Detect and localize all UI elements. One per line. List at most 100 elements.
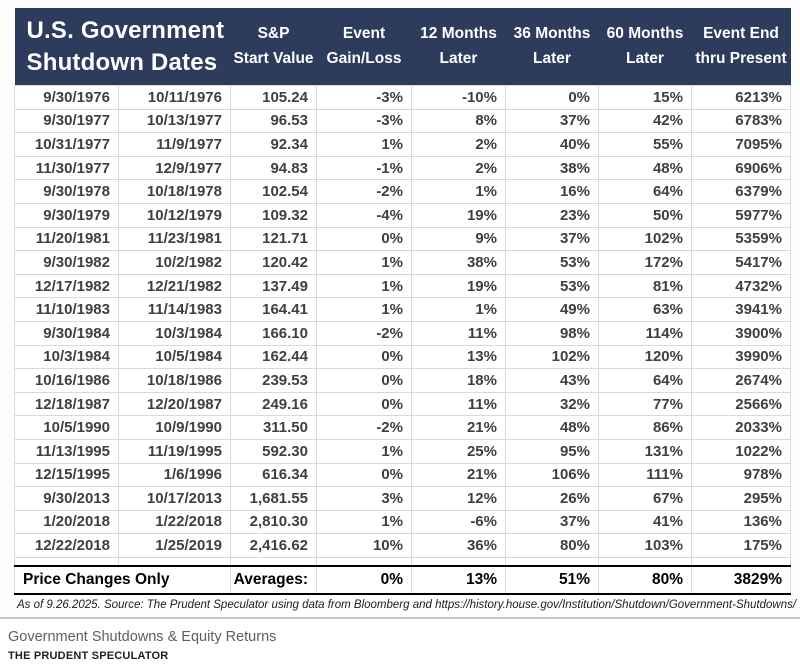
column-header-line: Event End xyxy=(703,25,779,43)
cell: 11/20/1981 xyxy=(14,226,119,252)
cell: 136% xyxy=(691,509,791,535)
cell: 19% xyxy=(411,202,506,228)
cell: 11/14/1983 xyxy=(118,297,231,322)
cell: 41% xyxy=(598,509,692,535)
cell: 162.44 xyxy=(230,344,317,370)
cell: -2% xyxy=(316,320,412,346)
cell: 10/13/1977 xyxy=(118,108,231,134)
cell: 11/9/1977 xyxy=(118,132,231,157)
cell: 9/30/1979 xyxy=(14,202,119,228)
cell: 21% xyxy=(411,415,506,440)
average-36-months: 51% xyxy=(505,564,599,595)
table-row: 9/30/1978 10/18/1978 102.54 -2% 1% 16% 64% 6379… xyxy=(14,179,791,204)
cell: 11/23/1981 xyxy=(118,226,231,252)
caption: Government Shutdowns & Equity Returns TH… xyxy=(0,618,800,663)
spacer-cell xyxy=(505,556,599,567)
cell: 16% xyxy=(505,179,599,204)
cell: 10/9/1990 xyxy=(118,415,231,440)
cell: 19% xyxy=(411,273,506,299)
spacer-cell xyxy=(316,556,412,567)
cell: 616.34 xyxy=(230,462,317,488)
cell: 0% xyxy=(316,368,412,393)
cell: 106% xyxy=(505,462,599,488)
cell: 1% xyxy=(316,509,412,535)
cell: 12/17/1982 xyxy=(14,273,119,299)
column-header-line: Later xyxy=(626,49,664,67)
cell: 12% xyxy=(411,486,506,511)
column-header-line: 36 Months xyxy=(513,25,591,43)
cell: -2% xyxy=(316,179,412,204)
cell: 36% xyxy=(411,533,506,558)
column-header-36-months-later: 36 Months Later xyxy=(505,8,599,86)
cell: 3941% xyxy=(691,297,791,322)
spacer-cell xyxy=(14,556,119,567)
cell: 12/20/1987 xyxy=(118,391,231,417)
cell: 311.50 xyxy=(230,415,317,440)
cell: 23% xyxy=(505,202,599,228)
table-row: 9/30/1977 10/13/1977 96.53 -3% 8% 37% 42% 6783% xyxy=(14,108,791,134)
cell: 120.42 xyxy=(230,250,317,275)
average-60-months: 80% xyxy=(598,564,692,595)
cell: 63% xyxy=(598,297,692,322)
cell: 1% xyxy=(316,297,412,322)
cell: 9/30/2013 xyxy=(14,486,119,511)
cell: 3900% xyxy=(691,320,791,346)
cell: 1% xyxy=(411,179,506,204)
cell: 239.53 xyxy=(230,368,317,393)
cell: 48% xyxy=(505,415,599,440)
cell: 96.53 xyxy=(230,108,317,134)
table-row: 12/18/1987 12/20/1987 249.16 0% 11% 32% 77% 256… xyxy=(14,391,791,417)
cell: 9/30/1982 xyxy=(14,250,119,275)
averages-label: Averages: xyxy=(230,564,317,595)
cell: -6% xyxy=(411,509,506,535)
average-event-gain-loss: 0% xyxy=(316,564,412,595)
cell: 9/30/1984 xyxy=(14,320,119,346)
cell: 25% xyxy=(411,438,506,464)
table-row: 9/30/1979 10/12/1979 109.32 -4% 19% 23% 50% 597… xyxy=(14,202,791,228)
cell: 67% xyxy=(598,486,692,511)
cell: 64% xyxy=(598,368,692,393)
cell: 102.54 xyxy=(230,179,317,204)
cell: 12/15/1995 xyxy=(14,462,119,488)
cell: 53% xyxy=(505,250,599,275)
cell: 109.32 xyxy=(230,202,317,228)
cell: 5417% xyxy=(691,250,791,275)
cell: 37% xyxy=(505,108,599,134)
cell: 98% xyxy=(505,320,599,346)
shutdown-table-image: U.S. Government Shutdown Dates S&P Start… xyxy=(0,8,800,619)
cell: -2% xyxy=(316,415,412,440)
cell: 2033% xyxy=(691,415,791,440)
cell: 81% xyxy=(598,273,692,299)
cell: 9% xyxy=(411,226,506,252)
cell: 175% xyxy=(691,533,791,558)
cell: 10/2/1982 xyxy=(118,250,231,275)
cell: 11/10/1983 xyxy=(14,297,119,322)
column-header-line: Later xyxy=(439,49,478,67)
cell: 1% xyxy=(316,438,412,464)
cell: 10/3/1984 xyxy=(118,320,231,346)
averages-row: Price Changes Only Averages: 0% 13% 51% … xyxy=(14,564,791,595)
cell: 15% xyxy=(598,85,692,110)
column-header-60-months-later: 60 Months Later xyxy=(598,8,692,86)
cell: 10/5/1990 xyxy=(14,415,119,440)
cell: 3990% xyxy=(691,344,791,370)
cell: 9/30/1976 xyxy=(14,85,119,110)
column-header-line: Gain/Loss xyxy=(326,49,402,67)
column-header-line: Start Value xyxy=(233,49,314,67)
cell: 121.71 xyxy=(230,226,317,252)
table-row: 10/31/1977 11/9/1977 92.34 1% 2% 40% 55% 7095% xyxy=(14,132,791,157)
cell: 1,681.55 xyxy=(230,486,317,511)
brand-name: THE PRUDENT SPECULATOR xyxy=(8,650,169,663)
cell: 2,810.30 xyxy=(230,509,317,535)
cell: 9/30/1978 xyxy=(14,179,119,204)
cell: 164.41 xyxy=(230,297,317,322)
cell: 166.10 xyxy=(230,320,317,346)
cell: 55% xyxy=(598,132,692,157)
cell: 53% xyxy=(505,273,599,299)
table-row: 10/5/1990 10/9/1990 311.50 -2% 21% 48% 86% 2033… xyxy=(14,415,791,440)
cell: 37% xyxy=(505,509,599,535)
spacer-cell xyxy=(230,556,317,567)
table-row: 11/20/1981 11/23/1981 121.71 0% 9% 37% 102% 535… xyxy=(14,226,791,252)
cell: -3% xyxy=(316,108,412,134)
table-row: 9/30/1984 10/3/1984 166.10 -2% 11% 98% 114% 390… xyxy=(14,320,791,346)
